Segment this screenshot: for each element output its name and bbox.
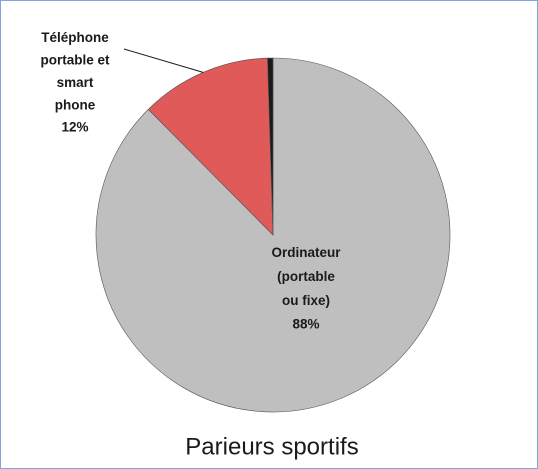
slice-label: Téléphone portable et smart phone xyxy=(40,30,110,113)
slice-value-label: 88% xyxy=(292,317,319,332)
pie-slice xyxy=(267,57,274,236)
slice-label: Ordinateur (portable ou fixe) xyxy=(271,245,341,308)
leader-line xyxy=(123,48,204,73)
chart-title: Parieurs sportifs xyxy=(185,433,358,460)
slice-value-label: 12% xyxy=(61,120,88,135)
